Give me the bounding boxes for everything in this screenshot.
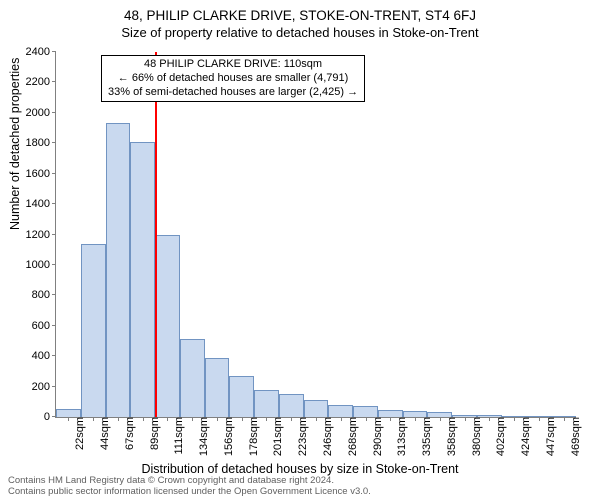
x-tick-label: 335sqm: [419, 417, 433, 456]
x-tick-label: 223sqm: [295, 417, 309, 456]
x-tick-mark: [167, 417, 168, 421]
x-tick-mark: [291, 417, 292, 421]
histogram-bar: [279, 394, 304, 417]
y-tick-label: 600: [32, 320, 56, 332]
y-axis-label: Number of detached properties: [8, 58, 22, 230]
y-tick-mark: [52, 355, 56, 356]
x-tick-mark: [118, 417, 119, 421]
title-main: 48, PHILIP CLARKE DRIVE, STOKE-ON-TRENT,…: [0, 0, 600, 23]
x-tick-mark: [489, 417, 490, 421]
x-tick-mark: [217, 417, 218, 421]
y-tick-label: 800: [32, 289, 56, 301]
y-tick-label: 1600: [26, 168, 56, 180]
y-tick-label: 2200: [26, 76, 56, 88]
reference-line: [155, 52, 157, 417]
x-tick-label: 44sqm: [97, 417, 111, 450]
y-tick-mark: [52, 51, 56, 52]
y-tick-mark: [52, 386, 56, 387]
footer: Contains HM Land Registry data © Crown c…: [8, 476, 371, 498]
x-tick-mark: [341, 417, 342, 421]
histogram-bar: [180, 339, 205, 417]
y-tick-label: 0: [44, 411, 56, 423]
x-tick-label: 89sqm: [147, 417, 161, 450]
histogram-bar: [328, 405, 353, 417]
annotation-box: 48 PHILIP CLARKE DRIVE: 110sqm ← 66% of …: [101, 55, 365, 102]
y-tick-mark: [52, 294, 56, 295]
x-tick-label: 402sqm: [493, 417, 507, 456]
title-sub: Size of property relative to detached ho…: [0, 23, 600, 40]
x-tick-mark: [415, 417, 416, 421]
x-tick-label: 313sqm: [394, 417, 408, 456]
x-tick-mark: [242, 417, 243, 421]
x-tick-label: 424sqm: [518, 417, 532, 456]
y-tick-label: 400: [32, 350, 56, 362]
x-tick-mark: [465, 417, 466, 421]
x-tick-label: 134sqm: [196, 417, 210, 456]
annotation-line3: 33% of semi-detached houses are larger (…: [108, 86, 358, 100]
x-tick-mark: [266, 417, 267, 421]
histogram-bar: [81, 244, 106, 417]
histogram-bar: [254, 390, 279, 417]
y-tick-mark: [52, 234, 56, 235]
y-tick-label: 1400: [26, 198, 56, 210]
chart-plot-area: 0200400600800100012001400160018002000220…: [55, 52, 576, 418]
y-tick-mark: [52, 264, 56, 265]
x-tick-label: 358sqm: [444, 417, 458, 456]
x-axis-label: Distribution of detached houses by size …: [0, 462, 600, 476]
x-tick-label: 156sqm: [221, 417, 235, 456]
x-tick-mark: [316, 417, 317, 421]
annotation-line1: 48 PHILIP CLARKE DRIVE: 110sqm: [108, 58, 358, 72]
x-tick-mark: [366, 417, 367, 421]
histogram-bar: [130, 142, 155, 417]
x-tick-label: 67sqm: [122, 417, 136, 450]
histogram-bar: [378, 410, 403, 417]
annotation-line2: ← 66% of detached houses are smaller (4,…: [108, 72, 358, 86]
histogram-bar: [205, 358, 230, 417]
histogram-bar: [106, 123, 131, 417]
y-tick-mark: [52, 81, 56, 82]
y-tick-mark: [52, 203, 56, 204]
x-tick-mark: [68, 417, 69, 421]
chart-container: 48, PHILIP CLARKE DRIVE, STOKE-ON-TRENT,…: [0, 0, 600, 500]
histogram-bar: [56, 409, 81, 417]
x-tick-label: 268sqm: [345, 417, 359, 456]
x-tick-mark: [564, 417, 565, 421]
y-tick-label: 2000: [26, 107, 56, 119]
y-tick-mark: [52, 142, 56, 143]
footer-line2: Contains public sector information licen…: [8, 487, 371, 498]
x-tick-label: 201sqm: [270, 417, 284, 456]
x-tick-label: 469sqm: [568, 417, 582, 456]
histogram-bar: [229, 376, 254, 417]
x-tick-mark: [440, 417, 441, 421]
x-tick-label: 290sqm: [370, 417, 384, 456]
y-tick-mark: [52, 173, 56, 174]
y-tick-label: 1200: [26, 229, 56, 241]
y-tick-label: 200: [32, 381, 56, 393]
y-tick-mark: [52, 112, 56, 113]
histogram-bar: [304, 400, 329, 417]
x-tick-mark: [539, 417, 540, 421]
x-tick-label: 178sqm: [246, 417, 260, 456]
y-tick-label: 1000: [26, 259, 56, 271]
y-tick-label: 2400: [26, 46, 56, 58]
y-tick-label: 1800: [26, 137, 56, 149]
x-tick-mark: [390, 417, 391, 421]
x-tick-label: 111sqm: [171, 417, 185, 455]
x-tick-label: 447sqm: [543, 417, 557, 456]
x-tick-mark: [143, 417, 144, 421]
x-tick-label: 246sqm: [320, 417, 334, 456]
x-tick-mark: [514, 417, 515, 421]
x-tick-mark: [93, 417, 94, 421]
histogram-bar: [155, 235, 180, 418]
x-tick-mark: [192, 417, 193, 421]
x-tick-label: 22sqm: [72, 417, 86, 450]
histogram-bar: [353, 406, 378, 417]
y-tick-mark: [52, 325, 56, 326]
x-tick-label: 380sqm: [469, 417, 483, 456]
